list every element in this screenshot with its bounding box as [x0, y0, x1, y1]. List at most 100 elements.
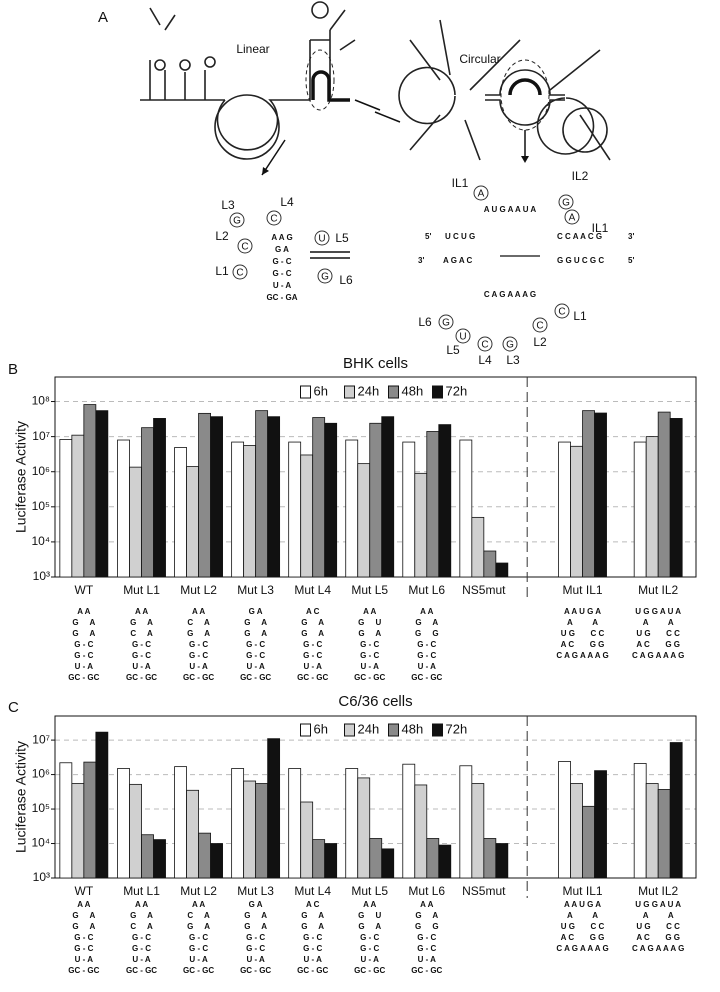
base: G	[321, 272, 329, 283]
y-tick-label: 10⁷	[32, 732, 50, 746]
bar	[357, 777, 371, 879]
bar	[288, 441, 302, 578]
loop-label: L6	[339, 273, 353, 287]
base-circle	[229, 212, 245, 228]
stem-line: G - C	[272, 269, 291, 278]
hairpin-line: GC - GC	[297, 966, 328, 975]
y-tick-label: 10⁸	[32, 394, 50, 408]
hairpin-line: A C G G	[636, 933, 680, 942]
bar	[324, 422, 338, 578]
bar	[267, 738, 281, 879]
x-tick-label: Mut L3	[237, 884, 274, 898]
hairpin-line: G U	[358, 618, 381, 627]
bar	[582, 805, 595, 879]
hairpin-line: G - C	[74, 640, 93, 649]
hairpin-line: G - C	[74, 944, 93, 953]
x-tick-label: Mut L3	[237, 583, 274, 597]
hairpin-line: U - A	[246, 662, 265, 671]
bar	[153, 418, 166, 578]
bar	[243, 445, 257, 578]
strand: 5'	[425, 232, 431, 241]
bar	[414, 784, 428, 879]
x-tick-label: Mut L2	[180, 884, 217, 898]
hairpin-line: G A	[301, 922, 324, 931]
base: C	[270, 214, 277, 225]
hairpin-line: GC - GC	[297, 673, 328, 682]
base-circle	[554, 303, 570, 319]
hairpin-line: A A U G A	[564, 607, 601, 616]
hairpin-line: G G	[415, 629, 439, 638]
hairpin-line: U - A	[75, 662, 94, 671]
bar	[186, 466, 199, 578]
base-circle	[564, 209, 580, 225]
bar	[59, 762, 73, 879]
bar	[357, 463, 371, 578]
loop-label: IL1	[592, 221, 609, 235]
panel-label: C	[8, 699, 19, 716]
hairpin-line: G A	[187, 629, 210, 638]
hairpin-line: G A	[415, 618, 438, 627]
legend-swatch	[388, 385, 399, 399]
loop-label: L4	[478, 353, 492, 367]
loop-label: L5	[446, 343, 460, 357]
base-circle	[558, 194, 574, 210]
hairpin-line: U G G A U A	[635, 900, 681, 909]
strand: 5'	[628, 256, 634, 265]
hairpin-line: G - C	[246, 640, 265, 649]
bar	[231, 768, 245, 879]
hairpin-line: U - A	[132, 955, 151, 964]
hairpin-line: G A	[72, 618, 95, 627]
hairpin-line: G - C	[189, 651, 208, 660]
hairpin-line: U - A	[189, 955, 208, 964]
hairpin-line: G - C	[417, 933, 436, 942]
y-axis-label: Luciferase Activity	[13, 741, 29, 853]
x-tick-label: Mut IL2	[638, 583, 678, 597]
x-tick-label: WT	[75, 583, 94, 597]
base: U	[459, 332, 466, 343]
bar	[570, 783, 583, 879]
legend-swatch	[388, 723, 399, 737]
bar	[210, 843, 223, 879]
bar	[129, 783, 142, 879]
base: G	[506, 340, 514, 351]
legend-swatch	[344, 385, 355, 399]
bar	[558, 441, 571, 578]
base: C	[558, 307, 565, 318]
hairpin-line: G - C	[246, 933, 265, 942]
hairpin-line: C A G A A A G	[556, 651, 608, 660]
legend-swatch	[344, 723, 355, 737]
hairpin-line: A C	[306, 900, 320, 909]
hairpin-line: C A	[187, 618, 210, 627]
hairpin-line: G - C	[246, 651, 265, 660]
bar	[438, 424, 452, 578]
bar	[657, 789, 671, 879]
x-tick-label: NS5mut	[462, 884, 506, 898]
hairpin-line: GC - GC	[411, 673, 442, 682]
base-circle	[532, 317, 548, 333]
bar	[255, 783, 269, 879]
bar	[558, 761, 571, 879]
hairpin-line: G A	[244, 618, 267, 627]
base-circle	[438, 314, 454, 330]
hairpin-line: C A	[130, 922, 153, 931]
loop-label: L2	[533, 335, 547, 349]
hairpin-line: A A	[363, 607, 376, 616]
hairpin-line: A A	[192, 900, 205, 909]
bar	[438, 844, 452, 879]
bar	[645, 783, 659, 879]
hairpin-line: G - C	[132, 651, 151, 660]
legend-label: 24h	[358, 721, 380, 736]
chart-title: C6/36 cells	[338, 693, 412, 710]
hairpin-line: G A	[130, 618, 153, 627]
bar	[483, 550, 497, 578]
bar	[300, 454, 314, 578]
x-tick-label: WT	[75, 884, 94, 898]
bar	[657, 411, 671, 578]
hairpin-line: G - C	[189, 944, 208, 953]
y-axis-label: Luciferase Activity	[13, 421, 29, 533]
bar	[141, 834, 154, 879]
hairpin-line: G - C	[303, 651, 322, 660]
hairpin-line: C A G A A A G	[556, 944, 608, 953]
strand: G G U C G C	[557, 256, 604, 265]
label-linear: Linear	[236, 42, 269, 56]
